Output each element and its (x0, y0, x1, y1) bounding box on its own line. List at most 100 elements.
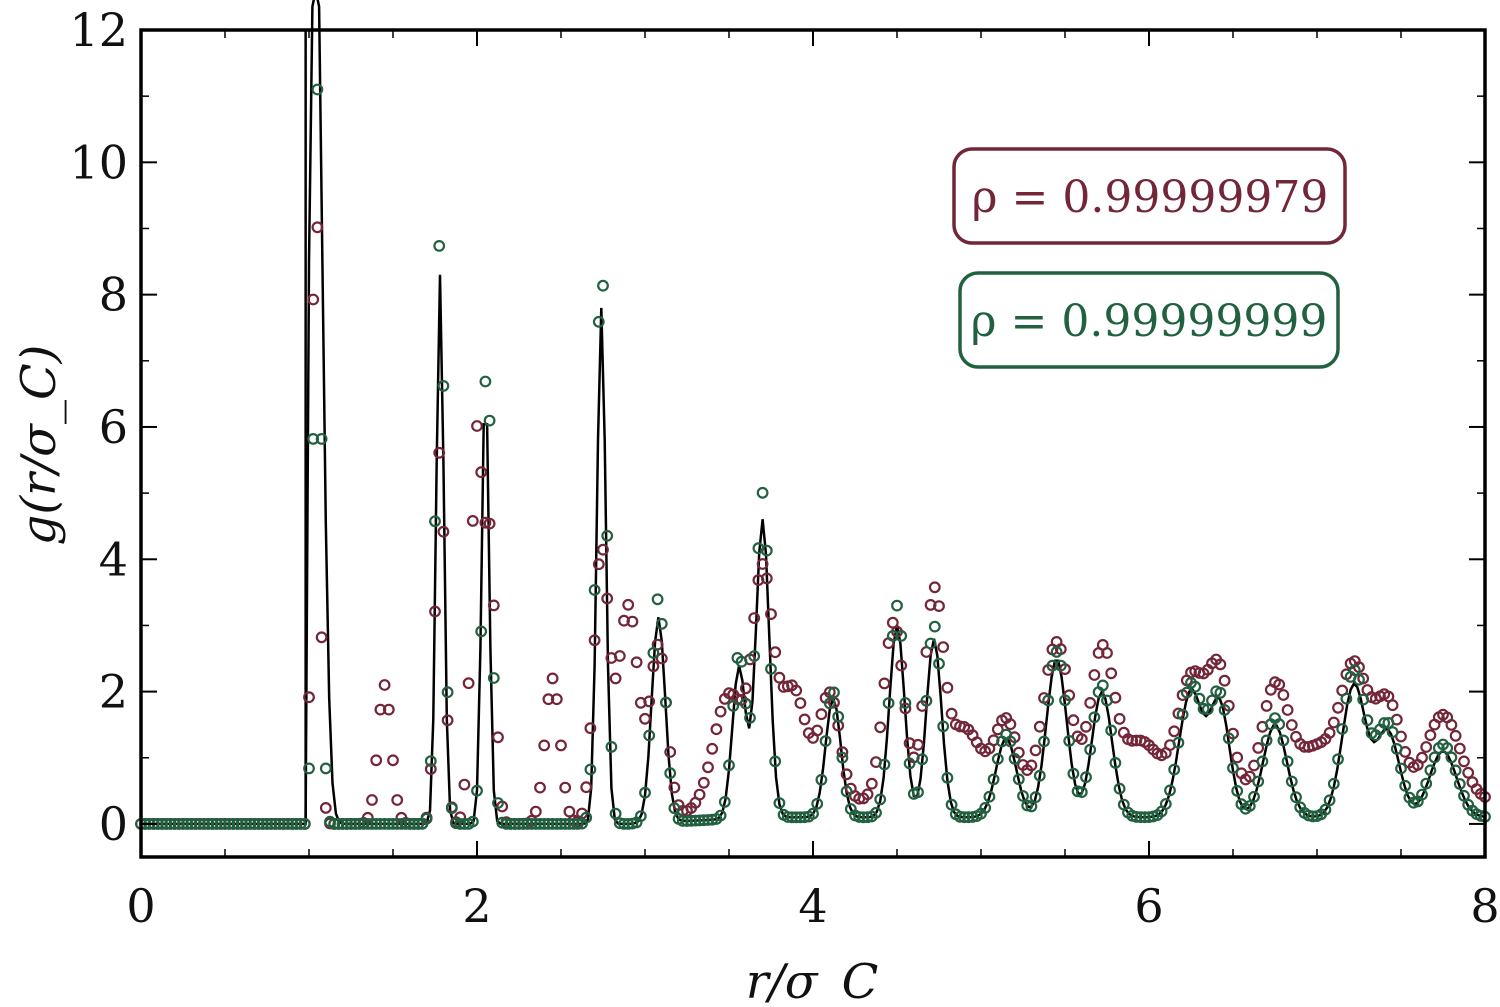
data-point-series-2 (189, 818, 202, 830)
legend-box-2 (958, 271, 1340, 369)
data-point-series-1 (1445, 719, 1458, 731)
data-point-series-2 (1252, 775, 1265, 788)
data-point-series-1 (895, 659, 908, 672)
data-point-series-1 (1458, 755, 1470, 768)
data-point-series-2 (1449, 764, 1462, 777)
data-point-series-2 (886, 630, 899, 642)
data-point-series-2 (261, 818, 273, 830)
data-point-series-2 (933, 657, 945, 670)
data-point-series-2 (983, 790, 996, 803)
data-point-series-2 (1168, 763, 1181, 776)
data-point-series-2 (714, 809, 727, 822)
data-point-series-2 (298, 818, 311, 830)
data-point-series-2 (156, 818, 168, 830)
data-point-series-1 (1424, 729, 1437, 742)
data-point-series-2 (399, 818, 412, 830)
data-point-series-2 (584, 763, 597, 776)
data-point-series-2 (1193, 692, 1206, 705)
data-point-series-2 (1390, 743, 1403, 755)
data-point-series-2 (1042, 694, 1055, 707)
data-point-series-2 (1172, 736, 1185, 749)
legend-box-1 (952, 147, 1347, 245)
data-point-series-2 (1453, 778, 1466, 790)
data-point-series-2 (1109, 757, 1122, 769)
data-point-series-2 (1441, 742, 1454, 754)
data-point-series-1 (584, 722, 597, 735)
data-point-series-1 (1168, 725, 1181, 738)
data-point-series-1 (798, 713, 811, 726)
data-point-series-2 (1361, 714, 1374, 727)
data-point-series-2 (811, 797, 824, 810)
data-point-series-2 (601, 529, 614, 542)
data-point-series-2 (479, 375, 492, 388)
data-point-series-2 (899, 697, 912, 709)
data-point-series-2 (1399, 779, 1412, 792)
data-point-series-2 (891, 599, 903, 612)
data-point-series-1 (1327, 716, 1340, 729)
legend-entry-1: ρ = 0.99999979 (952, 147, 1347, 245)
data-point-series-1 (1386, 699, 1399, 712)
data-point-series-1 (865, 777, 878, 790)
data-point-series-2 (605, 741, 618, 753)
data-point-series-2 (227, 818, 240, 830)
data-point-series-2 (277, 818, 290, 830)
data-point-series-1 (937, 641, 950, 653)
data-point-series-2 (609, 807, 622, 820)
data-point-series-1 (1298, 740, 1311, 753)
data-point-series-2 (504, 818, 517, 830)
data-point-series-2 (1248, 790, 1260, 803)
data-point-series-2 (987, 773, 1000, 786)
data-point-series-2 (328, 818, 341, 830)
data-point-series-1 (714, 705, 727, 718)
data-point-series-1 (823, 686, 836, 699)
data-point-series-1 (697, 776, 710, 789)
data-point-series-2 (1428, 751, 1441, 764)
data-point-series-1 (580, 781, 593, 794)
data-point-series-1 (307, 293, 320, 306)
data-point-series-1 (542, 693, 555, 706)
data-point-series-2 (954, 810, 966, 823)
data-point-series-1 (622, 598, 635, 611)
data-point-series-2 (681, 815, 693, 827)
data-point-series-1 (773, 671, 786, 684)
data-point-series-2 (240, 818, 252, 830)
data-point-series-2 (1029, 791, 1042, 804)
data-point-series-1 (1218, 674, 1231, 687)
data-point-series-1 (483, 517, 496, 530)
data-point-series-2 (1050, 646, 1063, 658)
data-point-series-1 (626, 615, 639, 628)
data-point-series-1 (1277, 689, 1290, 701)
data-point-series-1 (815, 708, 828, 721)
data-point-series-1 (861, 788, 874, 801)
data-point-series-2 (1017, 790, 1029, 802)
data-point-series-2 (340, 818, 353, 830)
data-point-series-2 (870, 806, 882, 819)
data-point-series-2 (928, 620, 941, 633)
data-point-series-2 (357, 818, 370, 830)
data-point-series-1 (702, 761, 714, 774)
data-point-series-1 (1281, 704, 1294, 716)
data-point-series-2 (353, 818, 366, 830)
data-point-series-1 (769, 646, 782, 659)
data-point-series-2 (828, 686, 840, 699)
data-point-series-2 (1012, 773, 1025, 786)
data-point-series-2 (668, 802, 681, 815)
data-point-series-2 (202, 818, 215, 830)
data-point-series-1 (441, 714, 454, 727)
data-point-series-2 (500, 818, 513, 830)
data-point-series-1 (613, 650, 626, 662)
data-point-series-1 (387, 754, 399, 767)
data-point-series-2 (1164, 784, 1176, 797)
data-point-series-1 (630, 656, 643, 669)
data-point-series-1 (550, 693, 563, 706)
data-point-series-1 (739, 682, 752, 695)
data-point-series-1 (471, 420, 483, 432)
data-point-series-1 (643, 695, 656, 708)
data-point-series-1 (836, 746, 849, 759)
data-point-series-2 (1348, 664, 1361, 677)
y-tick-label: 4 (99, 532, 128, 586)
data-point-series-1 (1231, 751, 1244, 764)
data-point-series-2 (303, 762, 315, 775)
data-point-series-2 (542, 818, 555, 830)
